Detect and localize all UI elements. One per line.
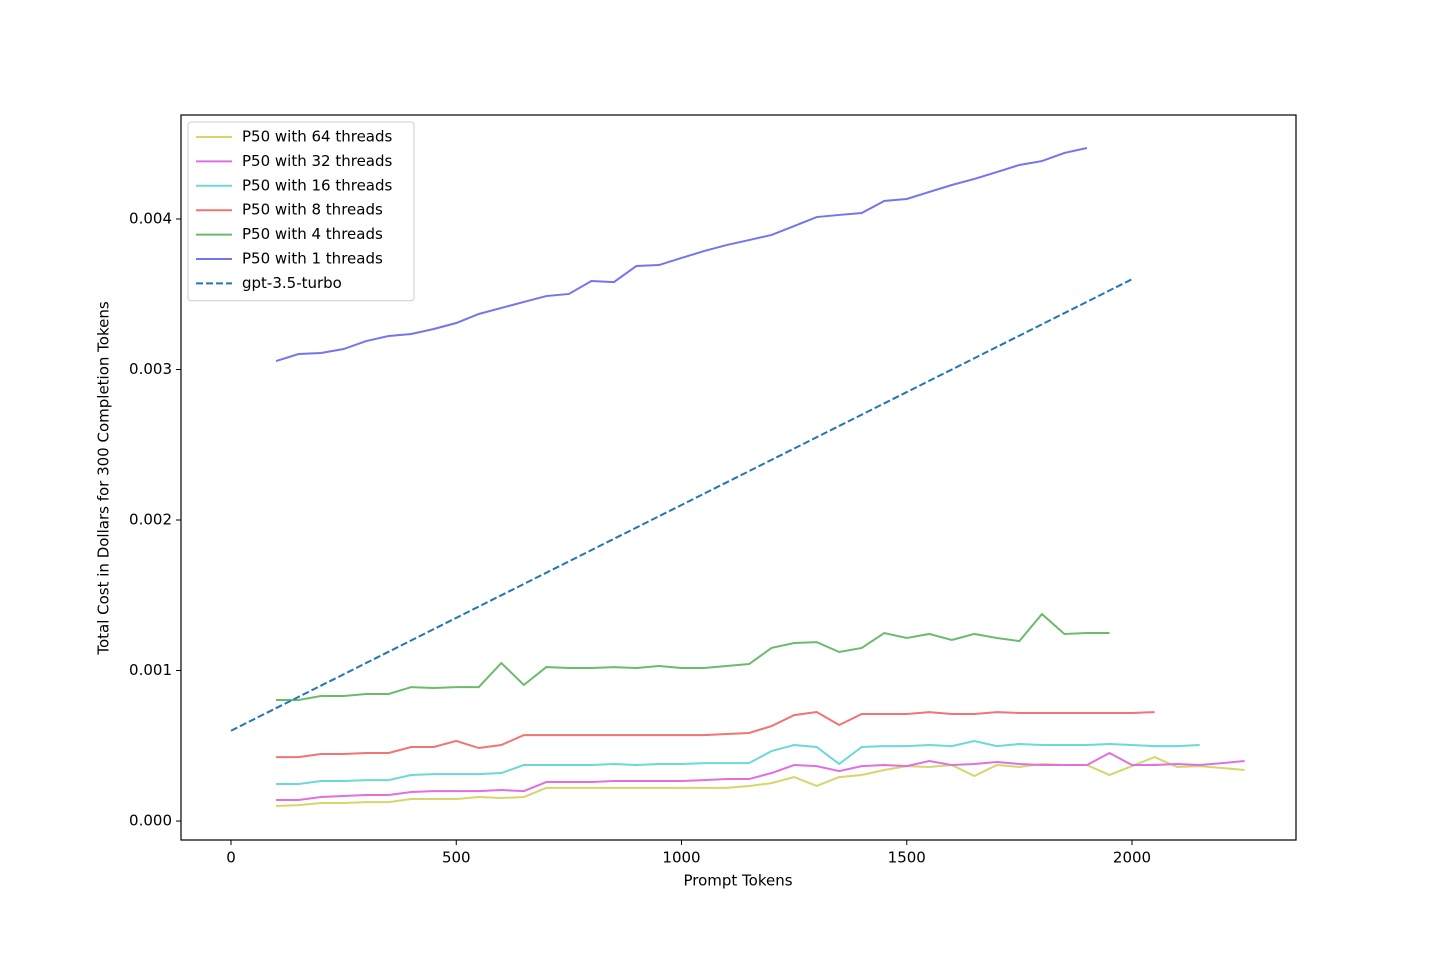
series-line — [230, 278, 1133, 732]
series-line — [276, 612, 1110, 702]
series-line — [276, 751, 1245, 801]
y-tick-label: 0.000 — [129, 812, 172, 830]
legend-label: P50 with 4 threads — [242, 225, 383, 243]
legend-label: P50 with 64 threads — [242, 128, 393, 146]
x-tick-label: 0 — [226, 849, 236, 867]
series-line — [275, 146, 1088, 363]
legend-box — [187, 121, 415, 302]
y-tick-label: 0.003 — [129, 360, 172, 378]
series-line — [276, 711, 1155, 759]
y-axis-label: Total Cost in Dollars for 300 Completion… — [95, 301, 113, 656]
y-tick-label: 0.001 — [129, 661, 172, 679]
series-line — [276, 739, 1200, 786]
legend-label: P50 with 1 threads — [242, 250, 383, 268]
x-axis-label: Prompt Tokens — [683, 872, 792, 890]
legend-label: P50 with 8 threads — [242, 201, 383, 219]
legend-label: gpt-3.5-turbo — [242, 274, 342, 292]
legend-label: P50 with 16 threads — [242, 176, 393, 194]
x-tick-label: 500 — [442, 849, 471, 867]
x-tick-label: 2000 — [1113, 849, 1151, 867]
x-tick-label: 1000 — [662, 849, 700, 867]
legend-label: P50 with 32 threads — [242, 152, 393, 170]
y-tick-label: 0.002 — [129, 511, 172, 529]
plot-frame — [180, 114, 1297, 841]
x-tick-label: 1500 — [888, 849, 926, 867]
y-tick-label: 0.004 — [129, 210, 172, 228]
